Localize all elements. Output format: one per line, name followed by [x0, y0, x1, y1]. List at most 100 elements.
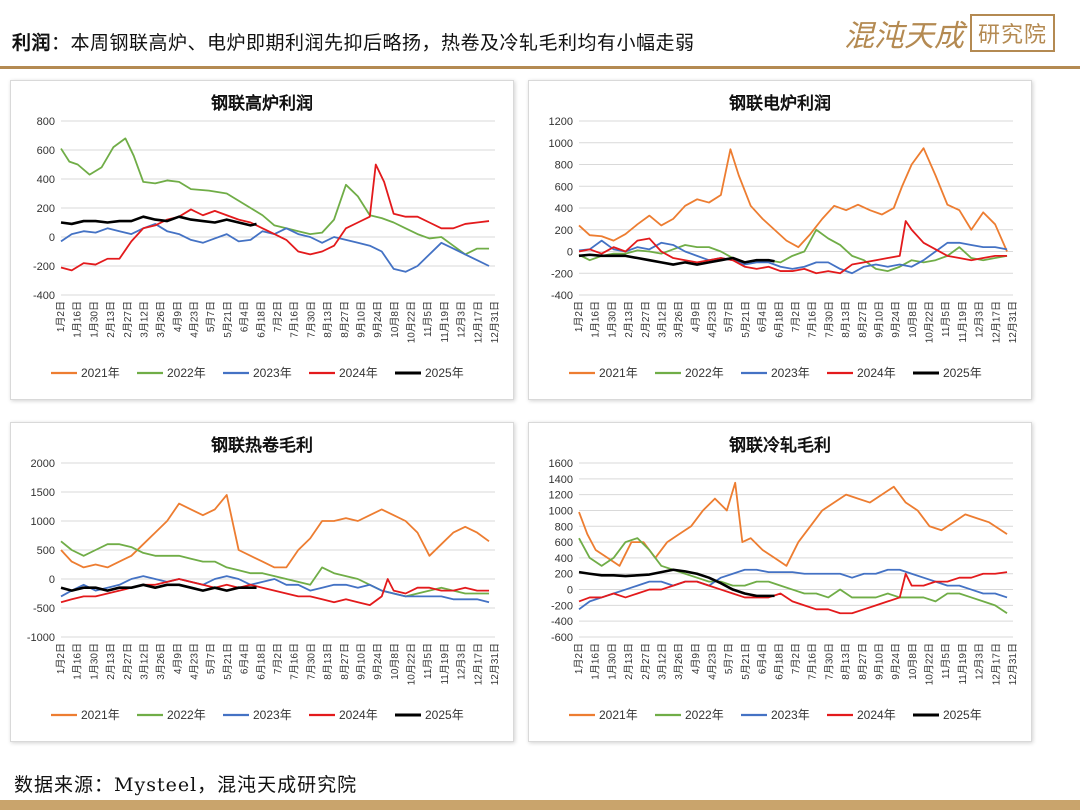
chart-panel-eaf-profit: 钢联电炉利润 1200 1000 800 600 400 200 0 -200 -400 1月2日 1…	[528, 80, 1032, 400]
chart-panel-bf-profit: 钢联高炉利润 800 600 400 200 0 -200 -400 1月2日 1月16日 1月30…	[10, 80, 514, 400]
series-line-2022年	[578, 537, 1008, 615]
y-tick-label: -200	[551, 600, 573, 612]
y-tick-label: -400	[551, 290, 573, 302]
x-tick-label: 12月3日	[456, 643, 468, 680]
x-tick-label: 11月5日	[940, 301, 952, 337]
x-tick-label: 2月27日	[640, 643, 652, 680]
x-tick-label: 10月22日	[924, 301, 936, 343]
x-tick-label: 2月13日	[623, 301, 635, 338]
x-tick-label: 8月13日	[322, 301, 334, 338]
x-tick-label: 9月10日	[355, 643, 367, 680]
y-tick-label: 500	[37, 545, 55, 557]
series-line-2023年	[578, 239, 1008, 275]
y-tick-label: 1400	[549, 474, 573, 486]
x-tick-label: 8月27日	[339, 643, 351, 680]
series-line-2024年	[578, 220, 1008, 275]
x-tick-label: 3月26日	[155, 643, 167, 680]
y-tick-label: 400	[555, 203, 573, 215]
x-tick-label: 6月18日	[255, 643, 267, 680]
x-tick-label: 1月2日	[573, 301, 585, 332]
page-title: 利润：本周钢联高炉、电炉即期利润先抑后略扬，热卷及冷轧毛利均有小幅走弱	[12, 28, 695, 55]
legend-label: 2021年	[599, 366, 638, 380]
legend-label: 2023年	[771, 366, 810, 380]
legend-label: 2025年	[943, 708, 982, 722]
x-tick-label: 5月7日	[723, 301, 735, 332]
y-tick-label: 1600	[549, 458, 573, 470]
x-tick-label: 4月23日	[707, 643, 719, 680]
y-tick-label: 0	[567, 585, 573, 597]
legend-label: 2025年	[425, 708, 464, 722]
legend-label: 2023年	[771, 708, 810, 722]
y-tick-label: 400	[37, 174, 55, 186]
legend-label: 2024年	[339, 366, 378, 380]
y-tick-label: 800	[555, 160, 573, 172]
x-tick-label: 1月16日	[590, 301, 602, 338]
y-tick-label: 600	[37, 145, 55, 157]
y-tick-label: 0	[567, 247, 573, 259]
x-tick-label: 9月24日	[372, 301, 384, 338]
x-tick-label: 4月9日	[690, 643, 702, 674]
x-tick-label: 12月17日	[990, 301, 1002, 343]
x-tick-label: 7月30日	[823, 301, 835, 338]
y-tick-label: 200	[37, 203, 55, 215]
chart-panel-crc-margin: 钢联冷轧毛利 1600 1400 1200 1000 800 600 400 200 0 -200 -…	[528, 422, 1032, 742]
x-tick-label: 3月26日	[673, 301, 685, 338]
x-tick-label: 11月5日	[422, 301, 434, 337]
x-tick-label: 12月3日	[974, 643, 986, 680]
x-tick-label: 7月2日	[272, 643, 284, 674]
x-tick-label: 5月7日	[205, 643, 217, 674]
y-tick-label: 200	[555, 225, 573, 237]
brand-logo: 混沌天成 研究院	[844, 12, 1064, 54]
chart-svg: 钢联冷轧毛利 1600 1400 1200 1000 800 600 400 200 0 -200 -…	[549, 435, 1019, 722]
x-tick-label: 7月2日	[790, 301, 802, 332]
series-line-2022年	[578, 228, 1008, 272]
legend-label: 2024年	[857, 708, 896, 722]
series-line-2025年	[60, 215, 257, 227]
series-line-2022年	[60, 137, 490, 256]
x-tick-label: 11月19日	[439, 643, 451, 685]
data-source-note: 数据来源：Mysteel，混沌天成研究院	[14, 774, 358, 796]
x-tick-label: 8月13日	[840, 301, 852, 338]
x-tick-label: 7月30日	[823, 643, 835, 680]
x-tick-label: 5月21日	[222, 643, 234, 680]
x-tick-label: 9月24日	[372, 643, 384, 680]
x-tick-label: 9月24日	[890, 643, 902, 680]
chart-title: 钢联高炉利润	[211, 93, 313, 114]
x-tick-label: 12月31日	[1007, 643, 1019, 685]
x-tick-label: 10月8日	[389, 643, 401, 680]
x-tick-label: 2月13日	[623, 643, 635, 680]
x-tick-label: 3月12日	[138, 301, 150, 338]
logo-text: 混沌天成	[844, 19, 964, 54]
series-line-2023年	[60, 575, 490, 604]
x-tick-label: 7月16日	[807, 301, 819, 338]
y-tick-label: 600	[555, 537, 573, 549]
x-tick-label: 12月17日	[990, 643, 1002, 685]
x-tick-label: 3月26日	[155, 301, 167, 338]
x-tick-label: 11月5日	[940, 643, 952, 679]
y-tick-label: -400	[33, 290, 55, 302]
x-tick-label: 5月7日	[205, 301, 217, 332]
x-tick-label: 1月30日	[606, 301, 618, 338]
y-tick-label: 1000	[549, 138, 573, 150]
x-tick-label: 12月31日	[489, 301, 501, 343]
y-tick-label: 1200	[549, 490, 573, 502]
y-tick-label: 200	[555, 569, 573, 581]
x-tick-label: 8月13日	[840, 643, 852, 680]
x-tick-label: 3月12日	[656, 301, 668, 338]
x-tick-label: 6月4日	[757, 643, 769, 674]
x-tick-label: 9月10日	[873, 301, 885, 338]
x-tick-label: 8月27日	[857, 301, 869, 338]
x-tick-label: 7月30日	[305, 643, 317, 680]
y-tick-label: -400	[551, 616, 573, 628]
x-tick-label: 12月31日	[1007, 301, 1019, 343]
series-line-2025年	[578, 568, 775, 598]
legend-label: 2022年	[685, 708, 724, 722]
x-tick-label: 4月9日	[172, 643, 184, 674]
x-tick-label: 8月27日	[339, 301, 351, 338]
x-tick-label: 6月4日	[757, 301, 769, 332]
legend-label: 2023年	[253, 366, 292, 380]
x-tick-label: 9月10日	[873, 643, 885, 680]
legend-label: 2024年	[857, 366, 896, 380]
x-tick-label: 9月24日	[890, 301, 902, 338]
